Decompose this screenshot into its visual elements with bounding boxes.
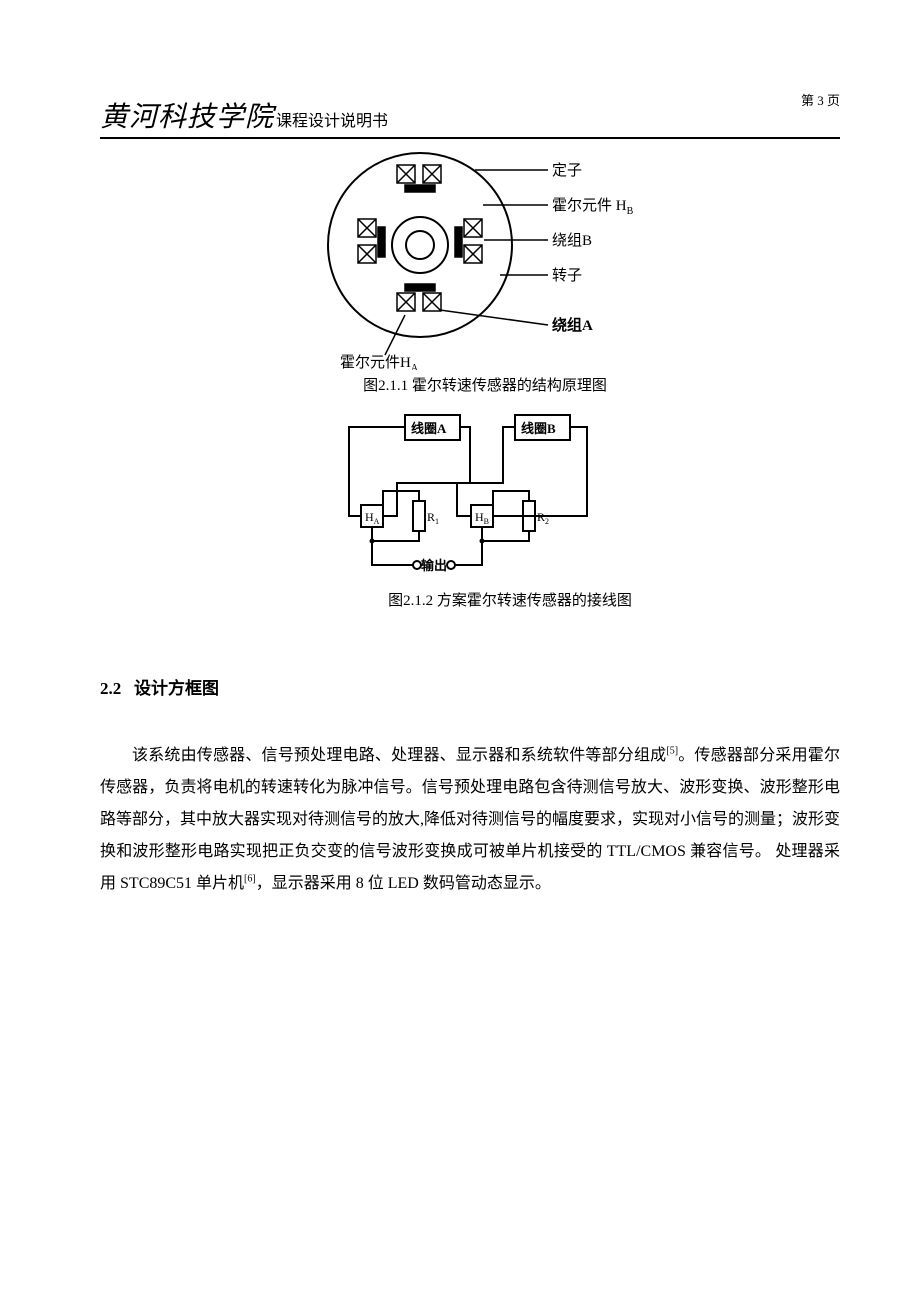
section-heading: 2.2 设计方框图 bbox=[100, 674, 219, 699]
svg-text:R2: R2 bbox=[537, 510, 549, 526]
page-header: 黄河科技学院 课程设计说明书 bbox=[100, 95, 840, 139]
label-coil-a: 线圈A bbox=[411, 421, 447, 436]
svg-text:霍尔元件 HB: 霍尔元件 HB bbox=[552, 197, 634, 217]
label-output: 输出 bbox=[421, 558, 447, 573]
label-coil-b: 线圈B bbox=[521, 421, 556, 436]
figure-caption-1: 图2.1.1 霍尔转速传感器的结构原理图 bbox=[363, 374, 607, 395]
section-title: 设计方框图 bbox=[134, 679, 219, 698]
citation-6: [6] bbox=[244, 874, 256, 885]
svg-text:R1: R1 bbox=[427, 510, 439, 526]
label-rotor: 转子 bbox=[552, 267, 582, 284]
body-paragraph: 该系统由传感器、信号预处理电路、处理器、显示器和系统软件等部分组成[5]。传感器… bbox=[100, 740, 840, 900]
label-stator: 定子 bbox=[552, 162, 582, 179]
hall-wiring-diagram: 线圈A 线圈B HA R1 HB R2 输出 bbox=[325, 403, 615, 583]
label-winding-a: 绕组A bbox=[552, 316, 593, 334]
figure-caption-2: 图2.1.2 方案霍尔转速传感器的接线图 bbox=[388, 589, 632, 610]
svg-text:霍尔元件HA: 霍尔元件HA bbox=[340, 354, 419, 370]
label-winding-b: 绕组B bbox=[552, 232, 592, 249]
header-logo: 黄河科技学院 bbox=[100, 95, 274, 135]
citation-5: [5] bbox=[666, 746, 678, 757]
section-number: 2.2 bbox=[100, 679, 121, 698]
hall-structure-diagram: 定子 霍尔元件 HB 绕组B 转子 绕组A 霍尔元件HA bbox=[300, 145, 640, 370]
label-hall-b: 霍尔元件 H bbox=[552, 197, 627, 214]
header-subtitle: 课程设计说明书 bbox=[276, 107, 388, 131]
label-hall-a: 霍尔元件H bbox=[340, 354, 411, 370]
figures-container: 定子 霍尔元件 HB 绕组B 转子 绕组A 霍尔元件HA 图2.1.1 霍尔转速… bbox=[100, 145, 840, 610]
